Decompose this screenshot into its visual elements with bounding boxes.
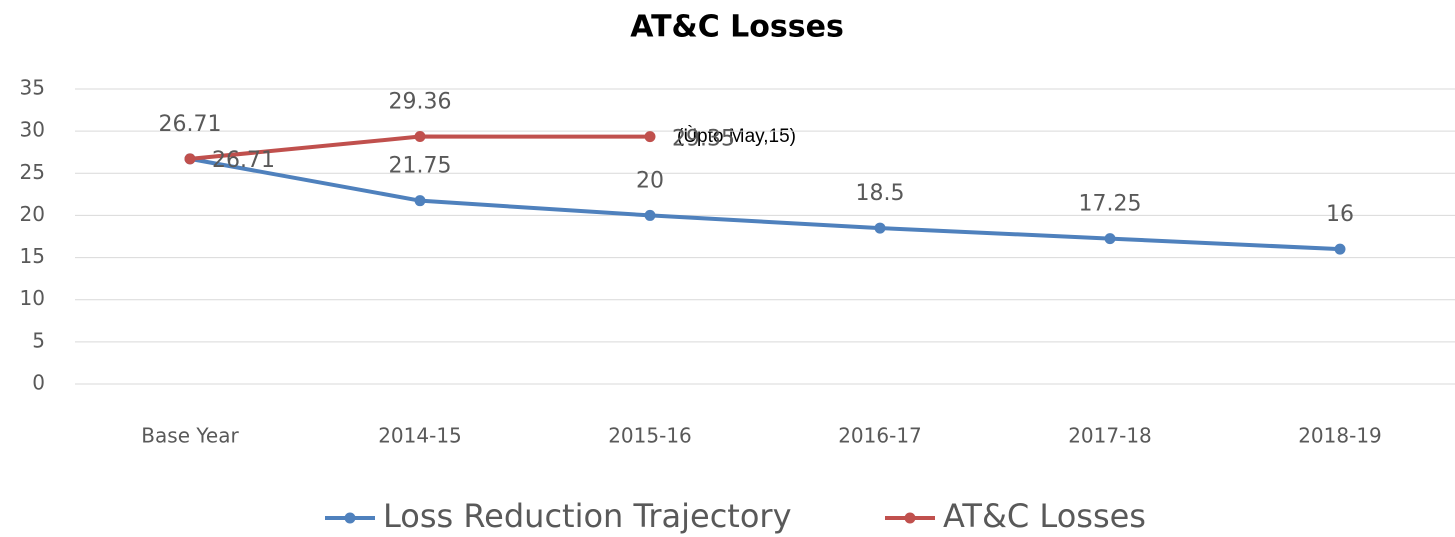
chart-title: AT&C Losses — [630, 10, 844, 45]
data-label: 16 — [1326, 202, 1354, 227]
y-tick-label: 30 — [20, 118, 45, 142]
x-tick-label: 2014-15 — [378, 424, 462, 448]
legend-marker — [344, 512, 356, 524]
data-label: 29.35 — [672, 127, 735, 152]
legend-marker — [904, 512, 916, 524]
y-tick-label: 35 — [20, 76, 45, 100]
data-label: 21.75 — [389, 154, 452, 179]
data-point — [644, 131, 656, 143]
data-label: 18.5 — [856, 181, 905, 206]
data-label: 26.71 — [159, 112, 222, 137]
legend-label: Loss Reduction Trajectory — [383, 497, 792, 535]
data-point — [874, 222, 886, 234]
data-point — [644, 209, 656, 221]
y-tick-label: 25 — [20, 160, 45, 184]
y-tick-label: 0 — [32, 371, 45, 395]
data-label: 26.71 — [212, 148, 275, 173]
annotation: (Ùpto May,15) — [677, 125, 796, 147]
y-tick-label: 5 — [32, 328, 45, 352]
data-point — [1104, 233, 1116, 245]
x-tick-label: 2015-16 — [608, 424, 692, 448]
x-tick-label: Base Year — [141, 424, 239, 448]
y-tick-label: 10 — [20, 286, 45, 310]
x-tick-label: 2017-18 — [1068, 424, 1152, 448]
data-label: 29.36 — [389, 90, 452, 115]
data-point — [414, 195, 426, 207]
x-tick-label: 2016-17 — [838, 424, 922, 448]
data-point — [184, 153, 196, 165]
series-line — [189, 156, 1341, 252]
data-label: 17.25 — [1079, 192, 1142, 217]
legend-label: AT&C Losses — [943, 497, 1146, 535]
y-tick-label: 20 — [20, 202, 45, 226]
x-tick-label: 2018-19 — [1298, 424, 1382, 448]
data-label: 20 — [636, 168, 664, 193]
y-tick-label: 15 — [20, 244, 45, 268]
data-point — [1334, 243, 1346, 255]
data-point — [414, 131, 426, 143]
